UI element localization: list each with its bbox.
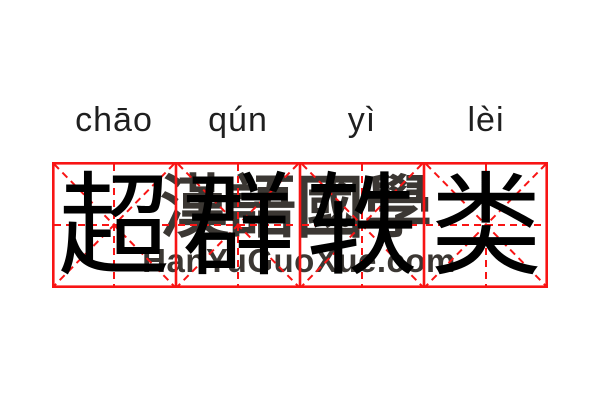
watermark-site-name: 漢語國學 xyxy=(159,169,433,248)
hanzi-character-4: 类 xyxy=(430,162,542,292)
pinyin-syllable-3: yì xyxy=(347,100,377,139)
pinyin-syllable-2: qún xyxy=(208,100,268,139)
pinyin-row: chāo qún yì lèi xyxy=(52,98,548,142)
mizige-grid-svg xyxy=(52,162,548,288)
hanzi-character-2: 群 xyxy=(182,162,294,292)
hanzi-character-3: 轶 xyxy=(306,162,418,292)
pinyin-syllable-4: lèi xyxy=(467,100,505,139)
hanzi-character-1: 超 xyxy=(58,162,170,292)
pinyin-syllable-1: chāo xyxy=(75,100,153,139)
practice-grid-row: 漢語國學 HanYuGuoXue.com xyxy=(52,162,548,288)
